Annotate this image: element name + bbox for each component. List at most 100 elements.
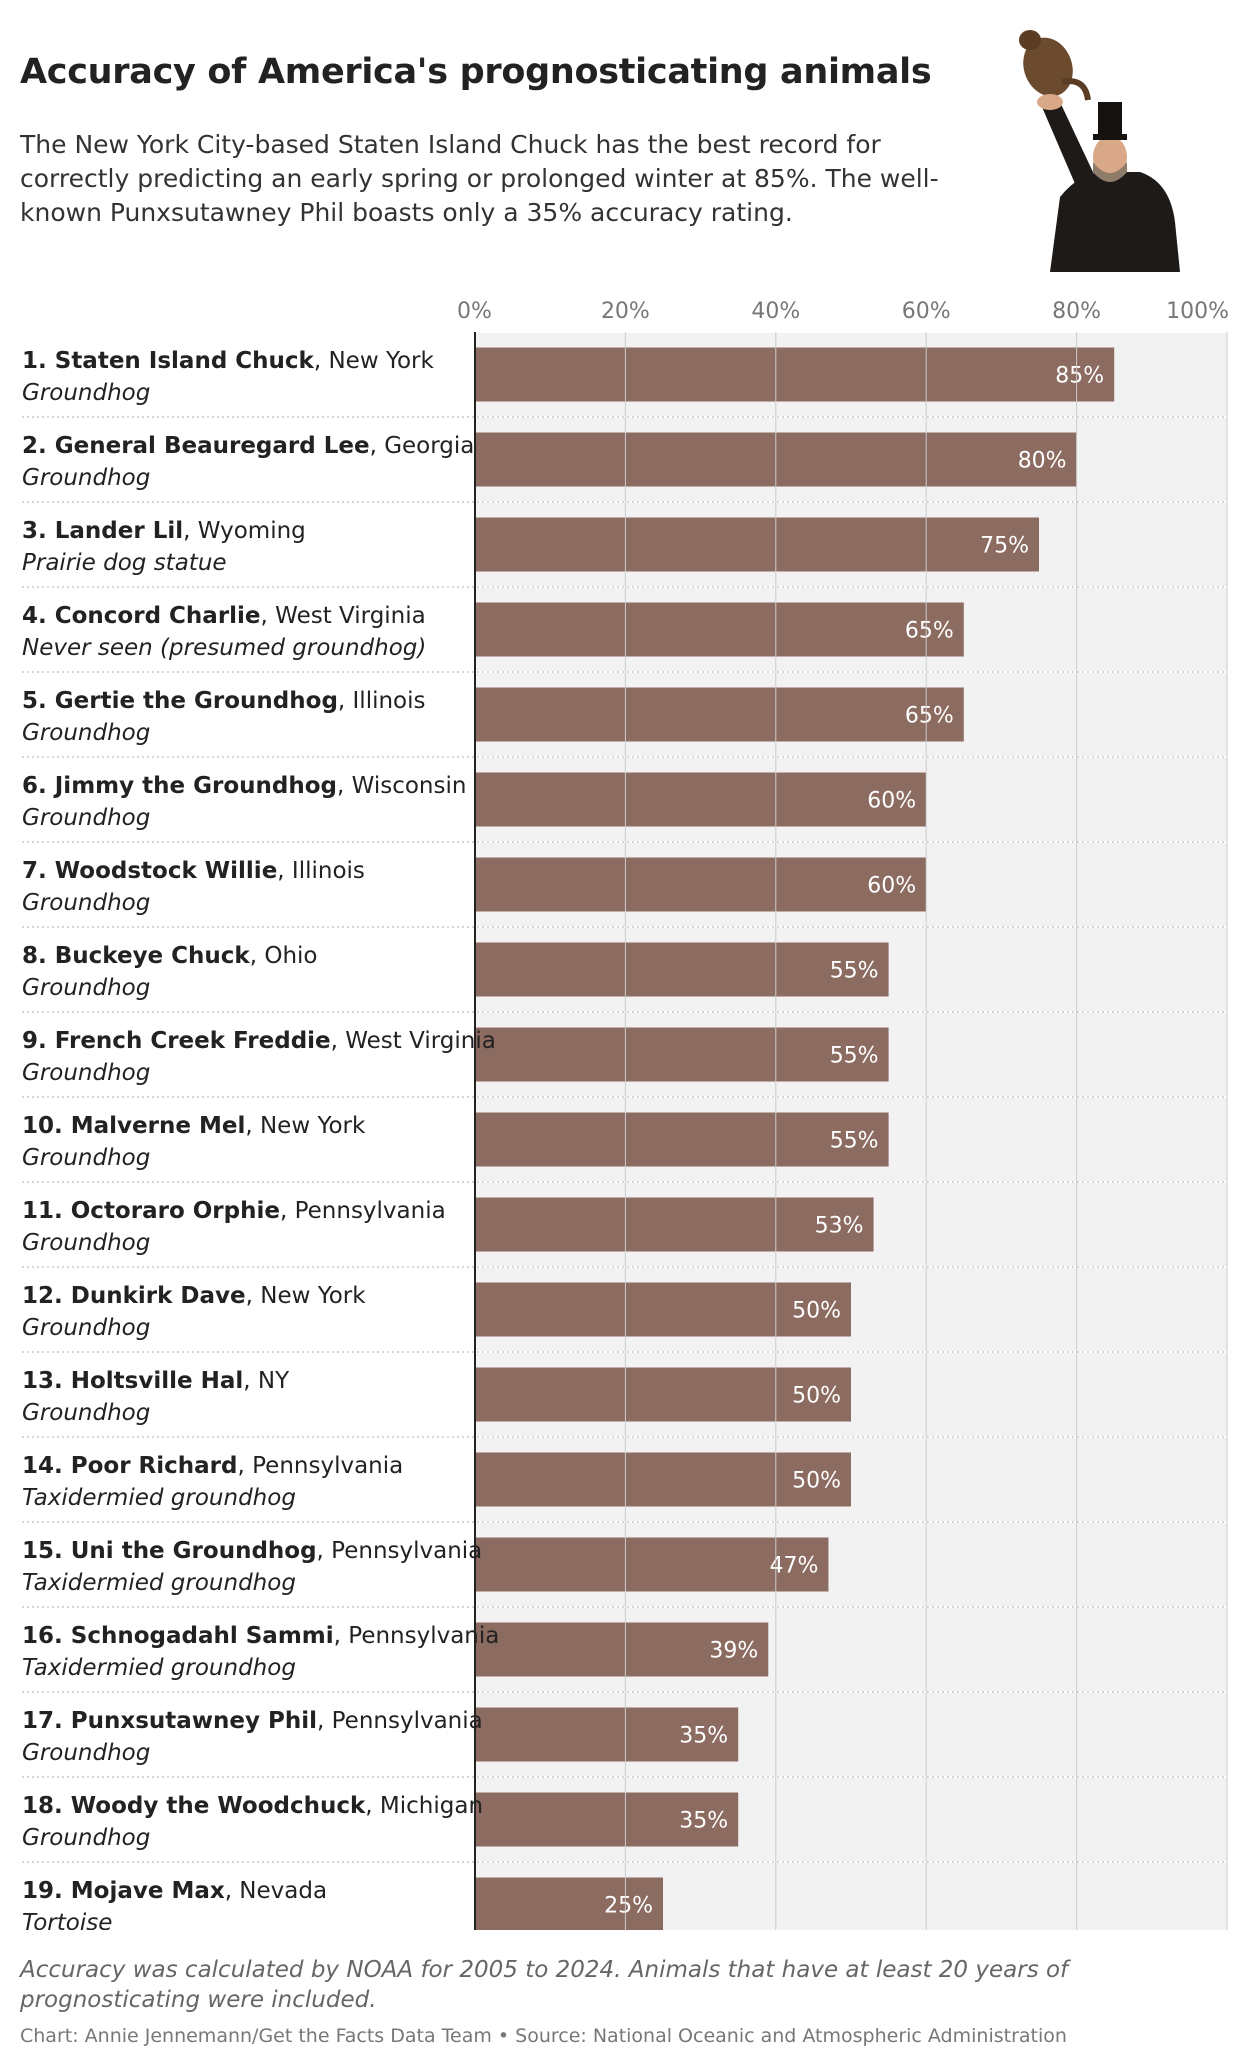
row-name-label: 18. Woody the Woodchuck, Michigan [22,1793,483,1819]
row-name-label: 14. Poor Richard, Pennsylvania [22,1453,403,1479]
animal-name: 18. Woody the Woodchuck [22,1793,366,1819]
animal-name: 12. Dunkirk Dave [22,1283,246,1309]
row-name-label: 12. Dunkirk Dave, New York [22,1283,366,1309]
bar-value-label: 50% [792,1299,841,1324]
animal-state: , NY [243,1368,290,1394]
animal-name: 2. General Beauregard Lee [22,433,370,459]
bar [475,772,927,827]
bar [475,1282,851,1337]
animal-type-label: Taxidermied groundhog [22,1570,296,1596]
bar [475,1027,889,1082]
animal-type-label: Groundhog [22,1060,150,1086]
animal-name: 14. Poor Richard [22,1453,238,1479]
bar [475,1197,874,1252]
animal-type-label: Taxidermied groundhog [22,1485,296,1511]
bar [475,1707,739,1762]
animal-state: , Illinois [338,688,426,714]
chart-row: 50% 14. Poor Richard, Pennsylvania Taxider… [22,1438,1227,1523]
animal-state: , Pennsylvania [317,1538,483,1564]
animal-state: , Wisconsin [337,773,466,799]
bar [475,942,889,997]
bar-value-label: 75% [980,534,1029,559]
bar [475,687,964,742]
chart-row: 35% 18. Woody the Woodchuck, Michigan Grou… [22,1778,1227,1863]
animal-name: 16. Schnogadahl Sammi [22,1623,334,1649]
row-name-label: 15. Uni the Groundhog, Pennsylvania [22,1538,482,1564]
animal-name: 17. Punxsutawney Phil [22,1708,317,1734]
animal-state: , Illinois [277,858,365,884]
animal-type-label: Groundhog [22,1145,150,1171]
bar-value-label: 39% [709,1639,758,1664]
bar-value-label: 25% [604,1894,653,1919]
x-tick-label: 40% [751,299,800,324]
animal-type-label: Prairie dog statue [22,550,227,576]
animal-type-label: Groundhog [22,805,150,831]
bar [475,1367,851,1422]
groundhog-handler-photo [1019,30,1180,272]
bar [475,1877,663,1930]
bar-value-label: 85% [1055,364,1104,389]
animal-name: 9. French Creek Freddie [22,1028,331,1054]
bar-value-label: 60% [867,789,916,814]
bar-value-label: 55% [830,1044,879,1069]
animal-name: 4. Concord Charlie [22,603,261,629]
x-tick-label: 80% [1052,299,1101,324]
animal-type-label: Groundhog [22,890,150,916]
chart-row: 50% 12. Dunkirk Dave, New York Groundhog [22,1268,1227,1353]
chart-subtitle: The New York City-based Staten Island Ch… [20,130,939,227]
bar-value-label: 47% [770,1554,819,1579]
bar [475,602,964,657]
animal-type-label: Groundhog [22,1230,150,1256]
row-name-label: 5. Gertie the Groundhog, Illinois [22,688,426,714]
bar [475,517,1039,572]
bar-value-label: 53% [815,1214,864,1239]
chart-row: 55% 8. Buckeye Chuck, Ohio Groundhog [22,928,1227,1013]
row-name-label: 17. Punxsutawney Phil, Pennsylvania [22,1708,483,1734]
animal-type-label: Tortoise [22,1910,112,1930]
row-name-label: 10. Malverne Mel, New York [22,1113,366,1139]
row-name-label: 6. Jimmy the Groundhog, Wisconsin [22,773,466,799]
chart-row: 47% 15. Uni the Groundhog, Pennsylvania Ta… [22,1523,1227,1608]
x-tick-label: 100% [1166,299,1229,324]
chart-row: 55% 9. French Creek Freddie, West Virgini… [22,1013,1227,1098]
accuracy-bar-chart: 0% 20% 40% 60% 80% 100% 85% 1. Staten Island C… [22,299,1229,1930]
animal-state: , Nevada [225,1878,327,1904]
bar-value-label: 50% [792,1469,841,1494]
animal-name: 15. Uni the Groundhog [22,1538,317,1564]
chart-row: 39% 16. Schnogadahl Sammi, Pennsylvania Ta… [22,1608,1227,1693]
animal-state: , Pennsylvania [238,1453,404,1479]
animal-state: , Pennsylvania [280,1198,446,1224]
row-name-label: 4. Concord Charlie, West Virginia [22,603,426,629]
chart-row: 55% 10. Malverne Mel, New York Groundhog [22,1098,1227,1183]
animal-type-label: Groundhog [22,720,150,746]
x-tick-label: 60% [902,299,951,324]
chart-row: 65% 5. Gertie the Groundhog, Illinois Grou… [22,673,1227,758]
animal-type-label: Never seen (presumed groundhog) [22,635,426,661]
animal-type-label: Groundhog [22,1740,150,1766]
chart-row: 25% 19. Mojave Max, Nevada Tortoise [22,1863,1227,1930]
row-name-label: 19. Mojave Max, Nevada [22,1878,327,1904]
animal-name: 6. Jimmy the Groundhog [22,773,337,799]
chart-row: 85% 1. Staten Island Chuck, New York Groun… [22,333,1227,418]
footnote: Accuracy was calculated by NOAA for 2005… [20,1957,1069,2013]
animal-type-label: Groundhog [22,975,150,1001]
row-name-label: 11. Octoraro Orphie, Pennsylvania [22,1198,446,1224]
chart-row: 50% 13. Holtsville Hal, NY Groundhog [22,1353,1227,1438]
animal-state: , Ohio [250,943,318,969]
animal-name: 8. Buckeye Chuck [22,943,250,969]
bar-value-label: 60% [867,874,916,899]
animal-name: 7. Woodstock Willie [22,858,277,884]
row-name-label: 2. General Beauregard Lee, Georgia [22,433,474,459]
bar-value-label: 55% [830,1129,879,1154]
source-credit: Chart: Annie Jennemann/Get the Facts Dat… [20,2025,1067,2047]
animal-type-label: Taxidermied groundhog [22,1655,296,1681]
bar [475,857,927,912]
bar [475,1452,851,1507]
animal-type-label: Groundhog [22,1315,150,1341]
animal-name: 1. Staten Island Chuck [22,348,315,374]
chart-row: 60% 7. Woodstock Willie, Illinois Groundho… [22,843,1227,928]
chart-row: 53% 11. Octoraro Orphie, Pennsylvania Grou… [22,1183,1227,1268]
bar [475,1792,739,1847]
bar [475,1622,769,1677]
animal-name: 13. Holtsville Hal [22,1368,243,1394]
